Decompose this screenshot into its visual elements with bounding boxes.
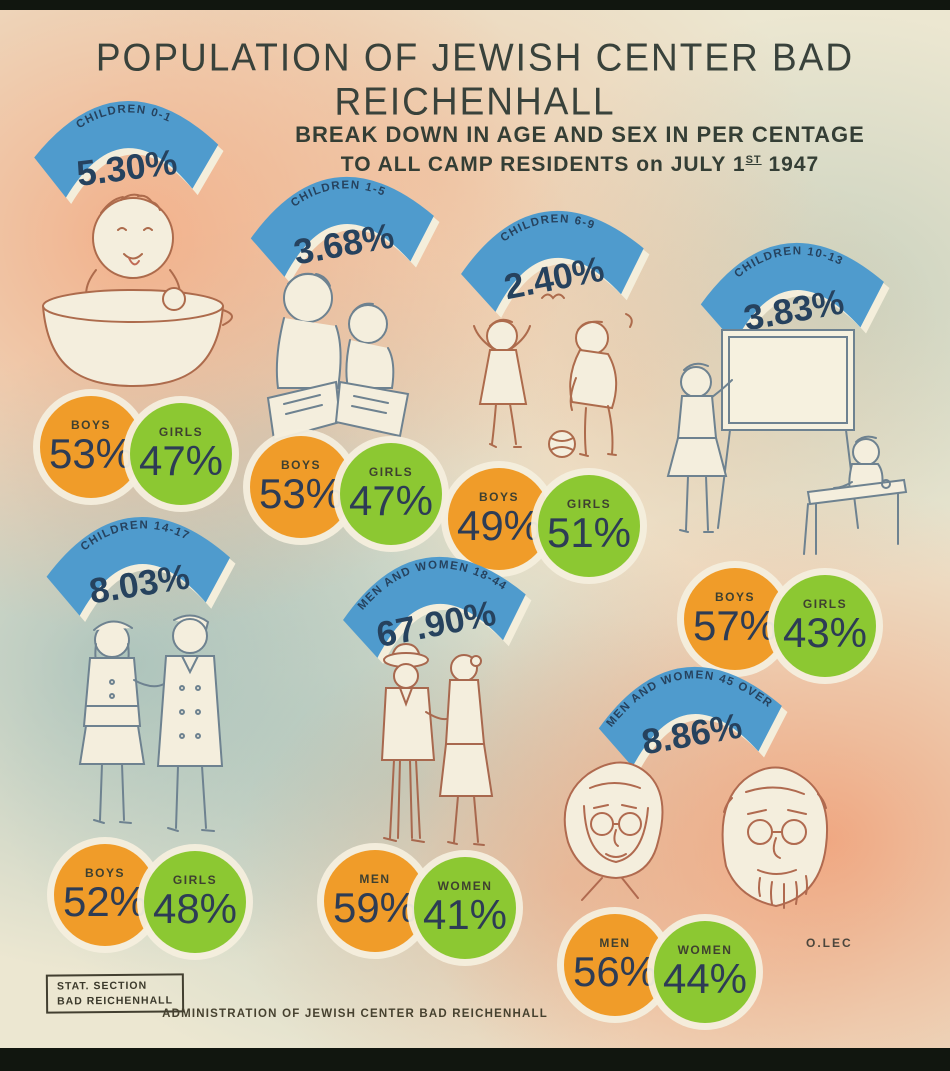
poster-subtitle: BREAK DOWN IN AGE AND SEX IN PER CENTAGE…: [280, 122, 880, 177]
share-discs-men-women-18-44: MEN 59% WOMEN 41%: [324, 850, 516, 959]
women-label: WOMEN: [437, 878, 493, 893]
boys-disc: BOYS 49%: [448, 468, 550, 570]
men-percentage: 56%: [572, 947, 658, 995]
age-badge-children-10-13: CHILDREN 10-13 3.83%: [690, 224, 898, 357]
age-badge-children-1-5: CHILDREN 1-5 3.68%: [240, 158, 448, 291]
boys-label: BOYS: [70, 417, 111, 432]
artist-signature: O.LEC: [806, 936, 853, 950]
share-discs-children-0-1: BOYS 53% GIRLS 47%: [40, 396, 232, 505]
boys-label: BOYS: [84, 865, 125, 880]
poster-canvas: POPULATION OF JEWISH CENTER BAD REICHENH…: [0, 10, 950, 1048]
age-badge-men-women-18-44: MEN AND WOMEN 18-44 67.90%: [331, 537, 540, 673]
age-badge-men-women-45-over: MEN AND WOMEN 45 OVER 8.86%: [588, 648, 796, 781]
women-disc: WOMEN 44%: [654, 921, 756, 1023]
girls-disc: GIRLS 47%: [340, 443, 442, 545]
men-percentage: 59%: [332, 883, 418, 931]
boys-label: BOYS: [280, 457, 321, 472]
boys-disc: BOYS 53%: [40, 396, 142, 498]
illustration-children-playing-ball: [450, 286, 650, 471]
boys-percentage: 52%: [62, 877, 148, 925]
girls-percentage: 51%: [546, 508, 632, 556]
men-disc: MEN 56%: [564, 914, 666, 1016]
women-percentage: 44%: [662, 954, 748, 1002]
girls-disc: GIRLS 47%: [130, 403, 232, 505]
age-badge-children-14-17: CHILDREN 14-17 8.03%: [37, 500, 243, 630]
footer-credit: ADMINISTRATION OF JEWISH CENTER BAD REIC…: [162, 1008, 548, 1020]
illustration-elderly-woman-and-man-portraits: [546, 746, 856, 921]
boys-percentage: 53%: [258, 469, 344, 517]
subtitle-year: 1947: [761, 153, 820, 176]
boys-disc: BOYS 53%: [250, 436, 352, 538]
women-percentage: 41%: [422, 890, 508, 938]
subtitle-line-2-text: TO ALL CAMP RESIDENTS on JULY 1: [340, 153, 746, 176]
illustration-children-reading-book: [250, 256, 430, 442]
women-disc: WOMEN 41%: [414, 857, 516, 959]
girls-disc: GIRLS 48%: [144, 851, 246, 953]
girls-percentage: 48%: [152, 884, 238, 932]
girls-percentage: 47%: [138, 436, 224, 484]
girls-percentage: 47%: [348, 476, 434, 524]
men-disc: MEN 59%: [324, 850, 426, 952]
girls-label: GIRLS: [802, 596, 848, 611]
boys-disc: BOYS 52%: [54, 844, 156, 946]
girls-disc: GIRLS 51%: [538, 475, 640, 577]
boys-label: BOYS: [478, 489, 519, 504]
stamp-line-1: STAT. SECTION: [56, 979, 148, 993]
girls-percentage: 43%: [782, 608, 868, 656]
girls-label: GIRLS: [172, 872, 218, 887]
boys-disc: BOYS 57%: [684, 568, 786, 670]
boys-percentage: 53%: [48, 429, 134, 477]
share-discs-children-10-13: BOYS 57% GIRLS 43%: [684, 568, 876, 677]
age-badge-children-6-9: CHILDREN 6-9 2.40%: [449, 191, 658, 327]
subtitle-ordinal: ST: [745, 154, 762, 166]
share-discs-children-6-9: BOYS 49% GIRLS 51%: [448, 468, 640, 577]
illustration-teenage-girl-and-boy: [50, 588, 250, 846]
illustration-baby-in-bathtub: [26, 178, 241, 403]
age-badge-children-0-1: CHILDREN 0-1 5.30%: [26, 87, 229, 210]
girls-label: GIRLS: [158, 424, 204, 439]
subtitle-line-2: TO ALL CAMP RESIDENTS on JULY 1ST 1947: [280, 153, 880, 177]
illustration-girl-at-blackboard-boy-at-desk: [660, 316, 910, 576]
subtitle-line-1: BREAK DOWN IN AGE AND SEX IN PER CENTAGE: [295, 122, 865, 147]
poster-title: POPULATION OF JEWISH CENTER BAD REICHENH…: [95, 35, 855, 124]
boys-label: BOYS: [714, 589, 755, 604]
men-label: MEN: [599, 935, 631, 950]
men-label: MEN: [359, 871, 391, 886]
illustration-couple-walking-arm-in-arm: [346, 634, 526, 852]
women-label: WOMEN: [677, 942, 733, 957]
stamp-line-2: BAD REICHENHALL: [57, 994, 174, 1008]
girls-label: GIRLS: [566, 496, 612, 511]
boys-percentage: 49%: [456, 501, 542, 549]
boys-percentage: 57%: [692, 601, 778, 649]
girls-disc: GIRLS 43%: [774, 575, 876, 677]
share-discs-men-women-45-over: MEN 56% WOMEN 44%: [564, 914, 756, 1023]
share-discs-children-1-5: BOYS 53% GIRLS 47%: [250, 436, 442, 545]
girls-label: GIRLS: [368, 464, 414, 479]
share-discs-children-14-17: BOYS 52% GIRLS 48%: [54, 844, 246, 953]
